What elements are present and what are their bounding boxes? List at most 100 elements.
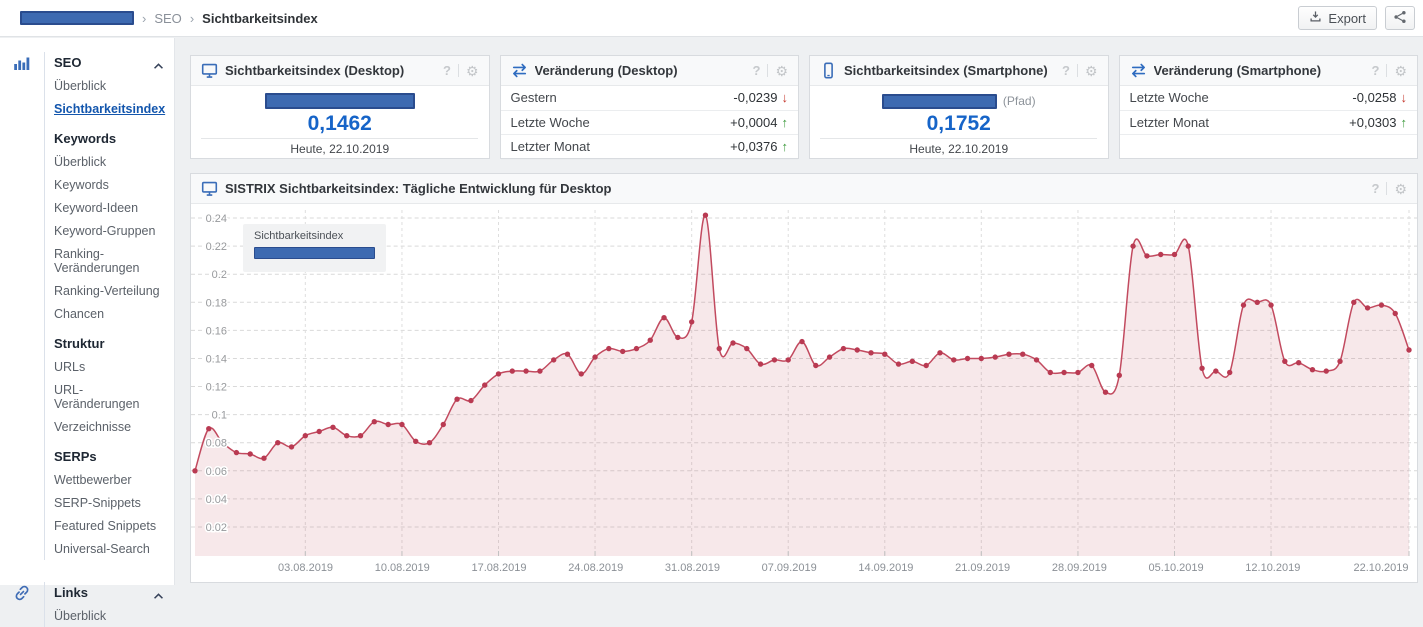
gear-icon[interactable]: ⚙ xyxy=(1394,62,1407,79)
sidebar-header-serps: SERPs xyxy=(54,446,168,468)
chevron-up-icon[interactable] xyxy=(153,588,164,603)
chart-data-point xyxy=(330,424,336,430)
legend-redacted-domain-bar xyxy=(254,247,375,259)
chart-data-point xyxy=(1337,358,1343,364)
question-icon[interactable]: ? xyxy=(1371,181,1380,196)
chart-data-point xyxy=(454,396,460,402)
breadcrumb-separator-icon: › xyxy=(142,10,147,26)
x-axis-label: 21.09.2019 xyxy=(955,562,1011,574)
sidebar-item-keyword-gruppen[interactable]: Keyword-Gruppen xyxy=(54,223,156,238)
x-axis-label: 31.08.2019 xyxy=(664,562,720,574)
card-title: Veränderung (Smartphone) xyxy=(1153,63,1322,78)
y-axis-label: 0.24 xyxy=(206,213,227,225)
chart-data-point xyxy=(895,361,902,367)
chart-data-point xyxy=(1033,357,1040,363)
sidebar-item-berblick[interactable]: Überblick xyxy=(54,78,107,93)
desktop-icon xyxy=(201,62,218,79)
chart-data-point xyxy=(1254,299,1260,305)
arrow-up-icon: ↑ xyxy=(781,139,789,155)
share-button[interactable] xyxy=(1385,6,1415,30)
sidebar-item-sichtbarkeitsindex[interactable]: Sichtbarkeitsindex xyxy=(54,101,166,116)
sidebar-item-url-ver-nderungen[interactable]: URL-Veränderungen xyxy=(54,382,140,411)
breadcrumb-item-seo[interactable]: SEO xyxy=(154,10,182,26)
sidebar-item-wettbewerber[interactable]: Wettbewerber xyxy=(54,472,132,487)
sidebar-item-urls[interactable]: URLs xyxy=(54,359,86,374)
change-row: Gestern -0,0239 ↓ xyxy=(500,86,798,111)
chart-data-point xyxy=(826,354,833,360)
sidebar-item-berblick[interactable]: Überblick xyxy=(54,608,107,623)
card-title: Sichtbarkeitsindex (Smartphone)··· xyxy=(844,63,1049,78)
chart-data-point xyxy=(1171,251,1178,258)
sidebar-item-featured-snippets[interactable]: Featured Snippets xyxy=(54,518,157,533)
chevron-up-icon[interactable] xyxy=(153,58,164,73)
chart-data-point xyxy=(1116,372,1122,378)
y-axis-label: 0.12 xyxy=(206,381,227,393)
question-icon[interactable]: ? xyxy=(752,63,761,78)
chart-data-point xyxy=(923,362,929,369)
redacted-domain-row: (Pfad) xyxy=(881,93,1036,109)
chart-data-point xyxy=(592,354,598,360)
question-icon[interactable]: ? xyxy=(1371,63,1380,78)
chart-data-point xyxy=(288,444,295,450)
y-axis-label: 0.08 xyxy=(206,438,227,450)
chart-data-point xyxy=(1295,360,1302,366)
chart-data-point xyxy=(854,347,860,353)
gear-icon[interactable]: ⚙ xyxy=(465,62,479,79)
card-sichtbarkeitsindex-desktop: Sichtbarkeitsindex (Desktop)? ⚙ 0,1462 Heut… xyxy=(190,55,490,159)
chart-data-point xyxy=(813,362,819,369)
redacted-domain-bar xyxy=(881,93,997,109)
sidebar-header-seo: SEO xyxy=(54,52,168,74)
header-divider xyxy=(1077,64,1078,77)
sidebar-item-verzeichnisse[interactable]: Verzeichnisse xyxy=(54,419,132,434)
sidebar-item-ranking-verteilung[interactable]: Ranking-Verteilung xyxy=(54,283,160,298)
chart-data-point xyxy=(647,337,653,343)
sidebar-item-keyword-ideen[interactable]: Keyword-Ideen xyxy=(54,200,139,215)
chart-data-point xyxy=(206,426,212,432)
sidebar-item-chancen[interactable]: Chancen xyxy=(54,306,105,321)
sidebar-header-label: Struktur xyxy=(54,336,105,351)
y-axis-label: 0.02 xyxy=(206,522,227,534)
arrow-up-icon: ↑ xyxy=(1400,114,1408,130)
question-icon[interactable]: ? xyxy=(442,63,451,78)
sidebar-item-universal-search[interactable]: Universal-Search xyxy=(54,541,150,556)
kpi-card-body: (Pfad) 0,1752 Heute, 22.10.2019 xyxy=(810,86,1108,158)
sidebar-header-label: SERPs xyxy=(54,449,97,464)
sidebar-item-serp-snippets[interactable]: SERP-Snippets xyxy=(54,495,141,510)
chart-data-point xyxy=(1309,367,1316,373)
question-icon[interactable]: ? xyxy=(1062,63,1070,78)
y-axis-label: 0.04 xyxy=(206,494,227,506)
chart-data-point xyxy=(344,433,350,439)
chart-data-point xyxy=(261,455,267,461)
chart-data-point xyxy=(509,368,515,374)
export-button[interactable]: Export xyxy=(1298,6,1377,30)
chart-data-point xyxy=(1268,302,1274,308)
card-title: Veränderung (Desktop) xyxy=(534,63,678,78)
sidebar-item-ranking-ver-nderungen[interactable]: Ranking-Veränderungen xyxy=(54,246,140,275)
chart-data-point xyxy=(1406,347,1412,353)
change-label: Letzter Monat xyxy=(510,139,591,155)
sidebar-item-berblick[interactable]: Überblick xyxy=(54,154,107,169)
chart-data-point xyxy=(688,319,695,325)
chart-data-point xyxy=(495,371,502,377)
change-value: -0,0239 ↓ xyxy=(733,90,788,105)
change-value: +0,0303 ↑ xyxy=(1349,115,1407,130)
header-divider xyxy=(457,64,459,77)
sidebar-section-list: Links Überblick xyxy=(44,582,168,627)
change-number: +0,0376 xyxy=(730,139,778,155)
chart-data-point xyxy=(1282,358,1288,364)
chart-data-point xyxy=(702,212,709,218)
card-header: Sichtbarkeitsindex (Desktop)? ⚙ xyxy=(191,56,489,86)
gear-icon[interactable]: ⚙ xyxy=(775,62,788,79)
y-axis-label: 0.2 xyxy=(212,269,227,281)
chart-data-point xyxy=(1075,369,1081,376)
gear-icon[interactable]: ⚙ xyxy=(1084,62,1098,79)
x-axis-label: 28.09.2019 xyxy=(1051,562,1107,574)
card-title: Sichtbarkeitsindex (Desktop) xyxy=(225,63,405,78)
gear-icon[interactable]: ⚙ xyxy=(1394,180,1407,197)
card-header: Veränderung (Smartphone)? ⚙ xyxy=(1119,56,1417,86)
sidebar-item-keywords[interactable]: Keywords xyxy=(54,177,109,192)
visibility-index-chart[interactable]: 0.24 0.22 0.2 0.18 0.16 0.14 0.12 0.1 0.08 0.06 0.… xyxy=(191,204,1417,557)
redacted-domain-bar xyxy=(20,11,134,25)
change-label: Gestern xyxy=(510,90,557,106)
chart-data-point xyxy=(868,350,874,356)
